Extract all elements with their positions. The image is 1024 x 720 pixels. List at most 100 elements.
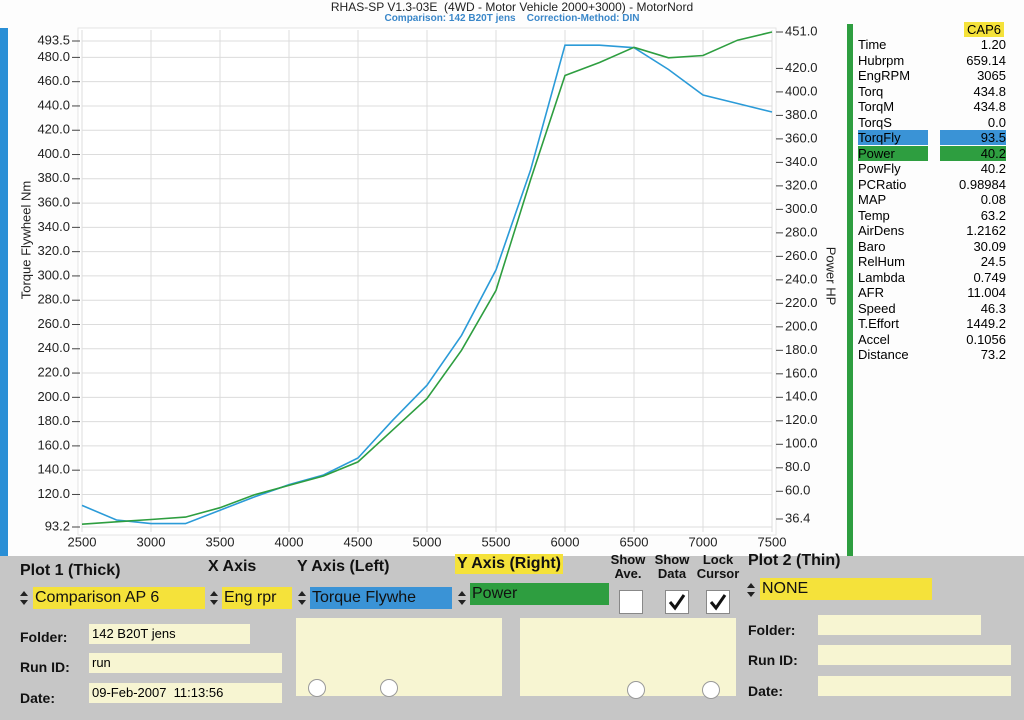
plot2-date-label: Date: xyxy=(748,683,784,699)
y2-tick-label: 240.0 xyxy=(785,271,818,286)
y-tick-label: 120.0 xyxy=(37,486,70,501)
plot2-select[interactable]: NONE xyxy=(760,578,932,600)
hole xyxy=(380,679,398,697)
readout-value: 1.20 xyxy=(980,37,1006,52)
plot1-title: Plot 1 (Thick) xyxy=(20,562,121,579)
control-panel: Plot 1 (Thick) X Axis Y Axis (Left) Y Ax… xyxy=(0,552,1024,720)
y-tick-label: 220.0 xyxy=(37,364,70,379)
y-tick-label: 320.0 xyxy=(37,243,70,258)
window-title: RHAS-SP V1.3-03E (4WD - Motor Vehicle 20… xyxy=(330,0,694,14)
readout-label: PowFly xyxy=(858,161,901,176)
y2-tick-label: 36.4 xyxy=(785,510,810,525)
readout-label: AFR xyxy=(858,285,884,300)
lock-cursor-checkbox[interactable] xyxy=(706,590,730,614)
y-tick-label: 200.0 xyxy=(37,389,70,404)
y-tick-label: 400.0 xyxy=(37,146,70,161)
y2-tick-label: 300.0 xyxy=(785,201,818,216)
y2-tick-label: 80.0 xyxy=(785,459,810,474)
y2-tick-label: 220.0 xyxy=(785,295,818,310)
readout-label: Baro xyxy=(858,238,886,254)
x-axis-select[interactable]: Eng rpr xyxy=(222,587,292,609)
y-tick-label: 480.0 xyxy=(37,49,70,64)
plot1-date-label: Date: xyxy=(20,690,56,706)
plot1-folder: 142 B20T jens xyxy=(89,624,250,644)
y-tick-label: 493.5 xyxy=(37,32,70,47)
readout-value: 3065 xyxy=(977,68,1006,83)
y2-tick-label: 120.0 xyxy=(785,412,818,427)
y-right-select[interactable]: Power xyxy=(470,583,609,605)
check-mark xyxy=(709,594,727,611)
plot1-select[interactable]: Comparison AP 6 xyxy=(33,587,205,609)
y-tick-label: 260.0 xyxy=(37,316,70,331)
x-tick-label: 7500 xyxy=(758,534,787,549)
plot2-run xyxy=(818,645,1011,665)
y-tick-label: 360.0 xyxy=(37,195,70,210)
readout-value: 434.8 xyxy=(973,99,1006,114)
y2-tick-label: 100.0 xyxy=(785,436,818,451)
x-axis-title: X Axis xyxy=(208,558,257,575)
readout-label: Distance xyxy=(858,347,909,362)
show-data-checkbox[interactable] xyxy=(665,590,689,614)
y2-tick-label: 340.0 xyxy=(785,154,818,169)
plot2-date xyxy=(818,676,1011,696)
y2-tick-label: 140.0 xyxy=(785,389,818,404)
plot2-run-label: Run ID: xyxy=(748,652,798,668)
x-tick-label: 6500 xyxy=(620,534,649,549)
x-tick-label: 5500 xyxy=(482,534,511,549)
y-axis-label: Torque Flywheel Nm xyxy=(18,181,33,300)
x-tick-label: 3000 xyxy=(137,534,166,549)
plot1-folder-label: Folder: xyxy=(20,629,68,645)
series-line xyxy=(81,44,773,525)
y2-tick-label: 180.0 xyxy=(785,342,818,357)
show-data-title: Show Data xyxy=(654,552,690,581)
x-tick-label: 2500 xyxy=(68,534,97,549)
x-tick-label: 5000 xyxy=(413,534,442,549)
series-line xyxy=(81,31,773,525)
chart: Torque Flywheel Nm Power HP 2500 3000 3500… xyxy=(0,23,853,556)
readout-label: Time xyxy=(858,37,887,52)
x-tick-label: 4500 xyxy=(344,534,373,549)
right-bar xyxy=(847,24,853,556)
plot1-date: 09-Feb-2007 11:13:56 xyxy=(89,683,282,703)
notes-box xyxy=(296,618,502,696)
y-tick-label: 440.0 xyxy=(37,97,70,112)
y-tick-label: 93.2 xyxy=(45,518,70,533)
readout-value: 63.2 xyxy=(980,207,1006,223)
plot2-title: Plot 2 (Thin) xyxy=(748,552,841,569)
y-tick-label: 140.0 xyxy=(37,462,70,477)
plot1-run-label: Run ID: xyxy=(20,659,70,675)
readout-value: 0.0 xyxy=(987,114,1006,130)
readout-value: 73.2 xyxy=(980,347,1006,362)
y-right-title: Y Axis (Right) xyxy=(455,554,564,574)
check-mark xyxy=(668,594,686,611)
readout-value: 0.749 xyxy=(973,269,1006,285)
show-ave-checkbox[interactable] xyxy=(619,590,643,614)
y2-axis-label: Power HP xyxy=(824,247,839,306)
readout-value: 0.98984 xyxy=(959,176,1006,192)
plot1-run: run xyxy=(89,653,282,673)
y2-tick-label: 420.0 xyxy=(785,60,818,75)
y-tick-label: 240.0 xyxy=(37,340,70,355)
readout-value: 46.3 xyxy=(980,300,1006,316)
y2-tick-label: 160.0 xyxy=(785,365,818,380)
readout-value: 434.8 xyxy=(973,83,1006,99)
y-left-title: Y Axis (Left) xyxy=(297,558,390,575)
y2-tick-label: 60.0 xyxy=(785,483,810,498)
y-tick-label: 380.0 xyxy=(37,170,70,185)
y-left-select[interactable]: Torque Flywhe xyxy=(310,587,452,609)
readout-label: MAP xyxy=(858,192,887,207)
y2-tick-label: 360.0 xyxy=(785,130,818,145)
y2-tick-label: 200.0 xyxy=(785,318,818,333)
readout-label: Torq xyxy=(858,83,884,99)
readout-label: PCRatio xyxy=(858,176,907,192)
readout-label: TorqM xyxy=(858,99,895,114)
readout-value: 93.5 xyxy=(940,130,1006,145)
cap-badge: CAP6 xyxy=(964,22,1004,37)
y2-tick-label: 380.0 xyxy=(785,107,818,122)
show-ave-title: Show Ave. xyxy=(610,552,646,581)
y2-tick-label: 280.0 xyxy=(785,224,818,239)
readout-value: 1449.2 xyxy=(966,316,1006,331)
readout-value: 0.1056 xyxy=(966,331,1006,347)
readout-label: Hubrpm xyxy=(858,52,905,68)
